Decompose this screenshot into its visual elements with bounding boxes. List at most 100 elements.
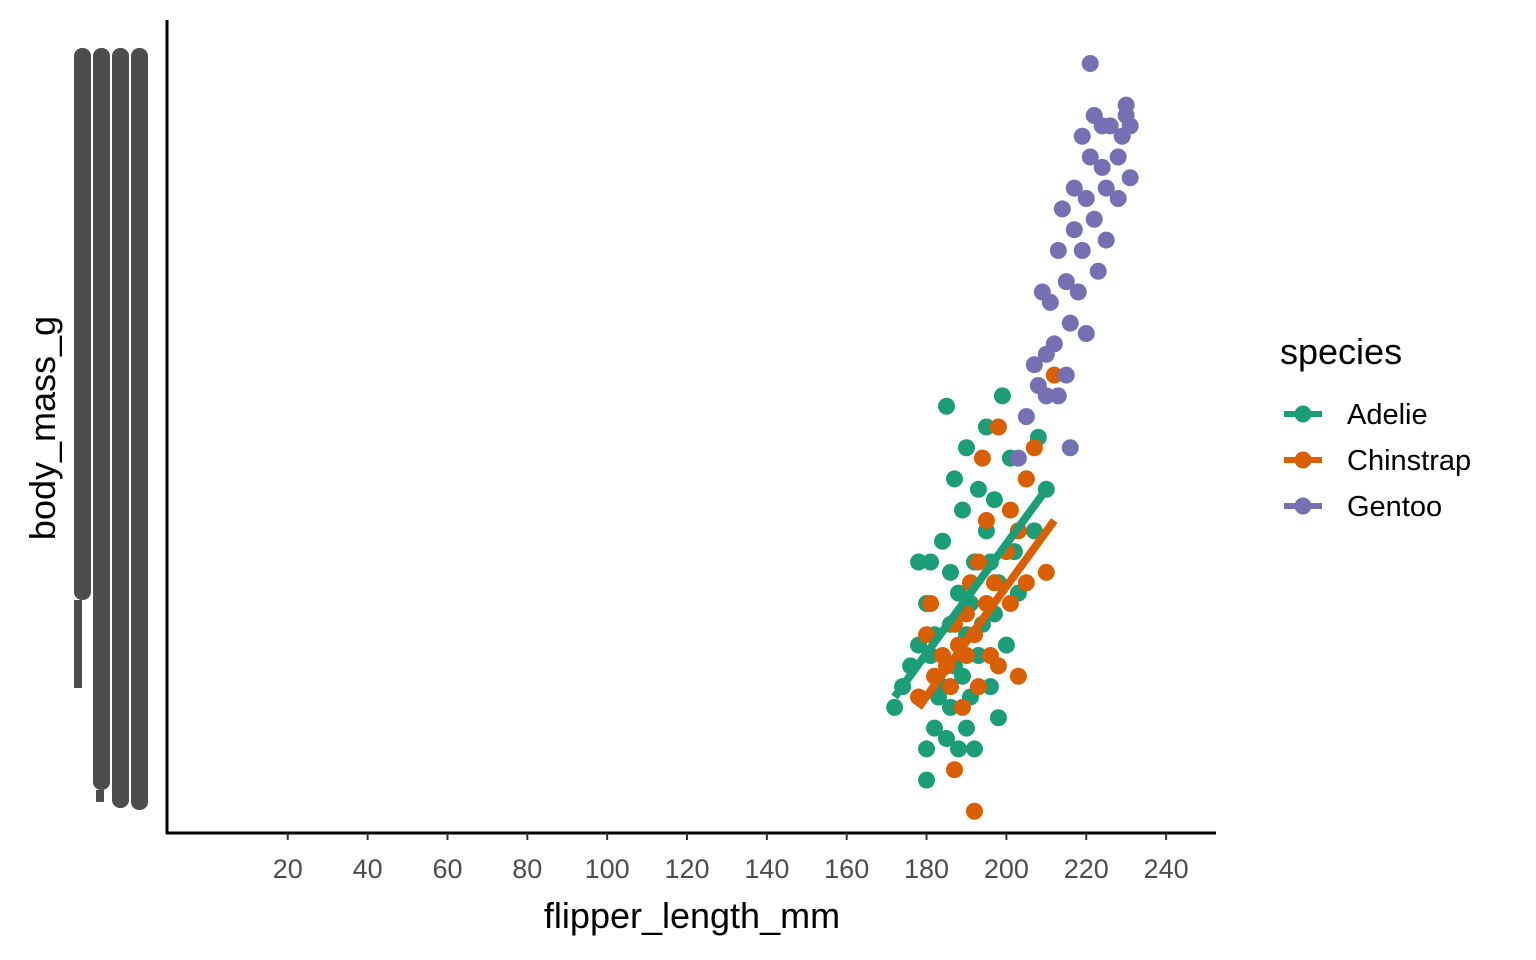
data-point xyxy=(1025,439,1043,457)
x-tick-label: 40 xyxy=(353,854,383,884)
legend-item-adelie: Adelie xyxy=(1284,399,1428,431)
x-axis-title: flipper_length_mm xyxy=(544,895,840,936)
data-point xyxy=(965,740,983,758)
plot-marks xyxy=(886,55,1139,820)
data-point xyxy=(1065,179,1083,197)
data-point xyxy=(969,646,987,664)
x-tick-label: 180 xyxy=(904,854,949,884)
data-point xyxy=(918,740,936,758)
data-point xyxy=(1017,408,1035,426)
data-point xyxy=(1061,439,1079,457)
data-point xyxy=(1041,293,1059,311)
data-point xyxy=(1057,273,1075,291)
data-point xyxy=(1077,190,1095,208)
data-point xyxy=(1045,366,1063,384)
data-point xyxy=(969,480,987,498)
data-point xyxy=(985,574,1003,592)
x-tick-label: 120 xyxy=(664,854,709,884)
data-point xyxy=(1077,325,1095,343)
data-point xyxy=(1121,117,1139,135)
x-tick-label: 100 xyxy=(585,854,630,884)
data-point xyxy=(1109,148,1127,166)
series-chinstrap xyxy=(910,366,1063,820)
data-point xyxy=(910,553,928,571)
legend-label: Gentoo xyxy=(1347,491,1442,523)
data-point xyxy=(1069,283,1087,301)
data-point xyxy=(945,761,963,779)
legend-label: Chinstrap xyxy=(1347,445,1471,477)
y-axis-title: body_mass_g xyxy=(22,316,63,540)
data-point xyxy=(1065,221,1083,239)
data-point xyxy=(1085,210,1103,228)
data-point xyxy=(918,626,936,644)
data-point xyxy=(942,563,960,581)
data-point xyxy=(1073,241,1091,259)
legend-item-gentoo: Gentoo xyxy=(1284,491,1442,523)
data-point xyxy=(993,387,1011,405)
data-point xyxy=(922,553,940,571)
x-tick-label: 80 xyxy=(512,854,542,884)
legend-key-point xyxy=(1294,405,1312,423)
data-point xyxy=(1049,241,1067,259)
data-point xyxy=(977,511,995,529)
data-point xyxy=(973,449,991,467)
data-point xyxy=(1109,190,1127,208)
data-point xyxy=(953,501,971,519)
data-point xyxy=(945,470,963,488)
data-point xyxy=(953,698,971,716)
data-point xyxy=(957,439,975,457)
data-point xyxy=(977,418,995,436)
data-point xyxy=(989,657,1007,675)
data-point xyxy=(965,802,983,820)
data-point xyxy=(1037,563,1055,581)
data-point xyxy=(886,698,904,716)
x-tick-label: 220 xyxy=(1064,854,1109,884)
data-point xyxy=(1117,96,1135,114)
data-point xyxy=(1017,574,1035,592)
data-point xyxy=(957,719,975,737)
data-point xyxy=(1049,387,1067,405)
x-tick-marks xyxy=(286,833,1168,840)
data-point xyxy=(1121,169,1139,187)
data-point xyxy=(942,678,960,696)
data-point xyxy=(1001,501,1019,519)
x-tick-labels: 20 40 60 80 100 120 140 160 180 200 220 240 xyxy=(273,854,1189,884)
data-point xyxy=(1097,231,1115,249)
data-point xyxy=(981,678,999,696)
data-point xyxy=(1009,667,1027,685)
x-tick-label: 60 xyxy=(432,854,462,884)
data-point xyxy=(1053,200,1071,218)
data-point xyxy=(1097,179,1115,197)
x-tick-label: 160 xyxy=(824,854,869,884)
data-point xyxy=(922,595,940,613)
data-point xyxy=(989,418,1007,436)
data-point xyxy=(969,678,987,696)
data-point xyxy=(1045,335,1063,353)
data-point xyxy=(1081,55,1099,73)
legend-key-point xyxy=(1294,497,1312,515)
data-point xyxy=(1061,314,1079,332)
data-point xyxy=(1001,595,1019,613)
legend-item-chinstrap: Chinstrap xyxy=(1284,445,1471,477)
data-point xyxy=(942,698,960,716)
data-point xyxy=(938,397,956,415)
data-point xyxy=(1057,366,1075,384)
legend-key-point xyxy=(1294,451,1312,469)
data-point xyxy=(938,730,956,748)
data-point xyxy=(1093,158,1111,176)
data-point xyxy=(1017,470,1035,488)
trend-line-adelie xyxy=(891,486,1050,700)
data-point xyxy=(1073,127,1091,145)
legend-label: Adelie xyxy=(1347,399,1428,431)
data-point xyxy=(918,771,936,789)
data-point xyxy=(953,667,971,685)
data-point xyxy=(1081,148,1099,166)
trend-line-chinstrap xyxy=(915,518,1058,710)
legend-items: Adelie Chinstrap Gentoo xyxy=(1284,399,1471,523)
data-point xyxy=(949,740,967,758)
data-point xyxy=(1101,117,1119,135)
series-gentoo xyxy=(1009,55,1139,467)
data-point xyxy=(969,553,987,571)
data-point xyxy=(1025,356,1043,374)
